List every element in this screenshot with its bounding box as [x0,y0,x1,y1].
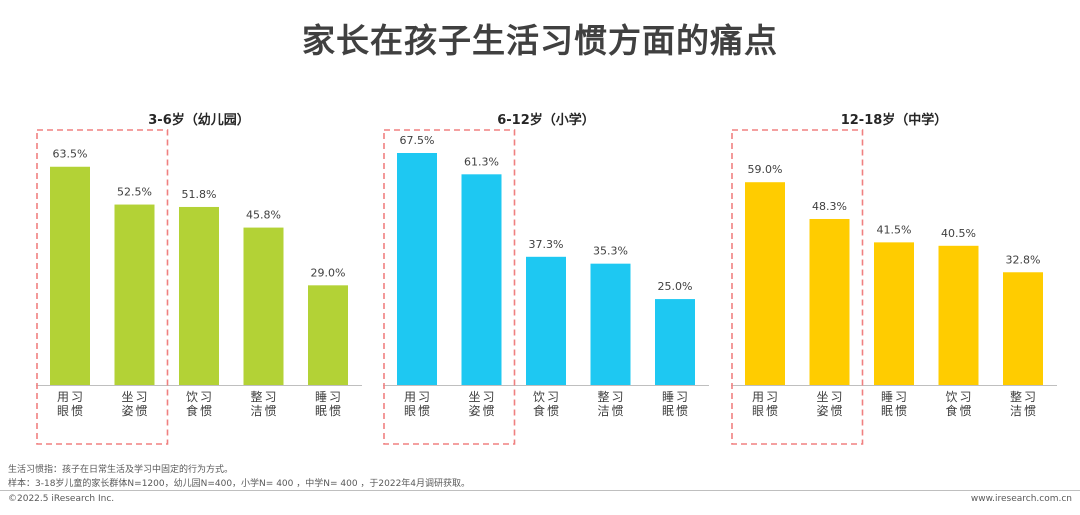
definition-note: 生活习惯指：孩子在日常生活及学习中固定的行为方式。 [8,465,234,475]
category-label: 整洁习惯 [1010,389,1036,418]
data-label: 59.0% [748,163,783,176]
category-label: 睡眠习惯 [315,390,341,418]
category-label: 睡眠习惯 [881,390,907,418]
data-label: 61.3% [464,155,499,168]
copyright-text: ©2022.5 iResearch Inc. [8,494,115,504]
data-label: 40.5% [941,227,976,240]
data-label: 48.3% [812,200,847,213]
category-label: 饮食习惯 [945,390,971,418]
footer-divider [0,490,1080,491]
sample-note: 样本：3-18岁儿童的家长群体N=1200，幼儿园N=400，小学N= 400 … [8,479,471,489]
data-label: 63.5% [53,148,88,161]
bar [461,174,502,385]
data-label: 51.8% [182,188,217,201]
category-label: 坐姿习惯 [468,390,494,418]
category-label: 整洁习惯 [597,389,623,418]
bar [874,242,914,385]
bar-charts: 3-6岁（幼儿园） 63.5% 用眼习惯 52.5% 坐姿习惯 51.8% 饮食习惯 45.8… [36,112,1057,445]
bar [745,182,785,385]
data-label: 41.5% [877,223,912,236]
chart-title: 6-12岁（小学） [497,112,595,128]
bar [179,206,219,385]
data-label: 67.5% [400,134,435,147]
category-label: 睡眠习惯 [662,390,688,418]
bar [50,166,90,385]
category-label: 用眼习惯 [752,390,778,418]
data-label: 52.5% [117,186,152,199]
website-text: www.iresearch.com.cn [970,494,1072,504]
chart-title: 12-18岁（中学） [841,112,948,128]
category-label: 坐姿习惯 [816,390,842,418]
category-label: 坐姿习惯 [121,390,147,418]
bar [114,204,155,385]
bar [526,256,566,385]
data-label: 45.8% [246,209,281,222]
bar [809,218,850,385]
bar [397,153,437,385]
highlight-box [731,129,864,445]
category-label: 饮食习惯 [533,390,559,418]
bar [938,245,979,385]
bar [590,263,631,385]
highlight-box [383,129,516,445]
data-label: 25.0% [658,280,693,293]
bar [308,285,348,385]
data-label: 37.3% [529,238,564,251]
bar [1003,272,1043,385]
chart-title: 3-6岁（幼儿园） [148,112,250,128]
page-title: 家长在孩子生活习惯方面的痛点 [302,21,778,60]
data-label: 32.8% [1006,253,1041,266]
category-label: 用眼习惯 [404,390,430,418]
data-label: 29.0% [311,266,346,279]
bar [655,299,695,385]
category-label: 饮食习惯 [186,390,212,418]
data-label: 35.3% [593,245,628,258]
category-label: 整洁习惯 [250,389,276,418]
highlight-box [36,129,169,445]
bar [243,227,284,385]
category-label: 用眼习惯 [57,390,83,418]
